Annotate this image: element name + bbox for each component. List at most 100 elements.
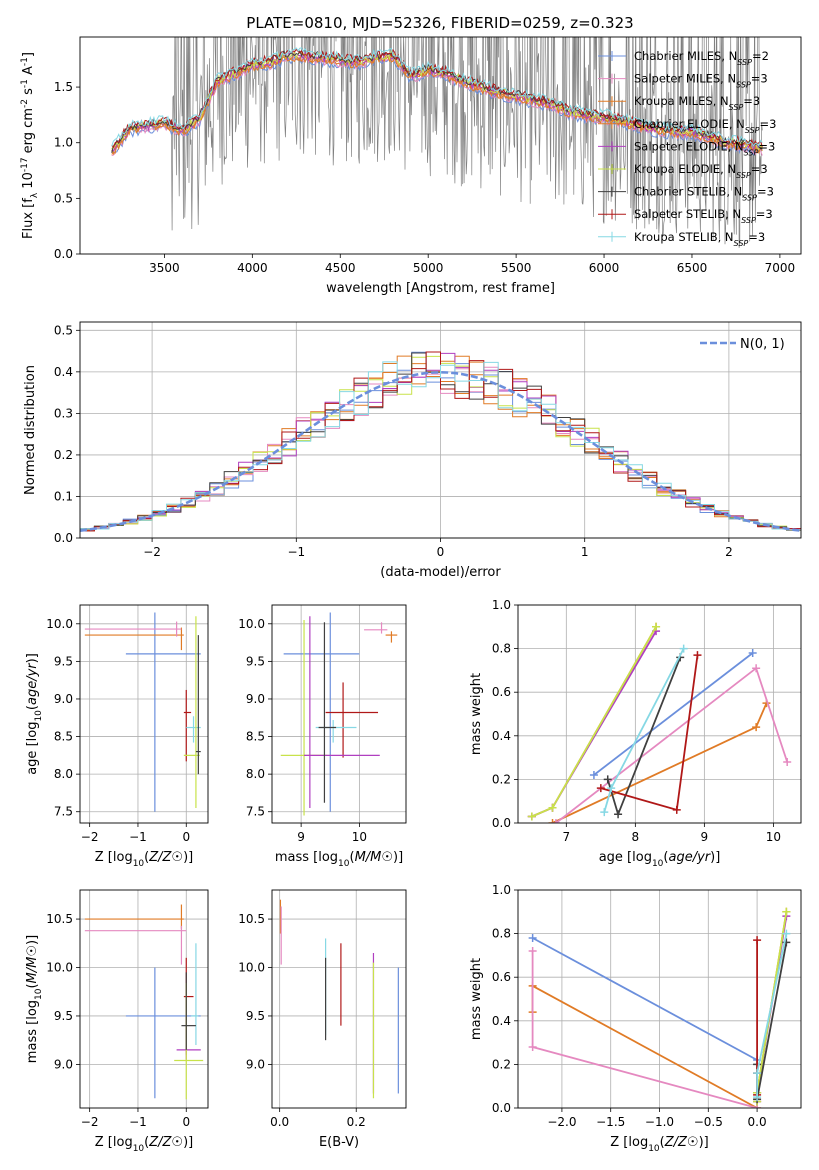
x-axis-label: Z [log10(Z/Z☉)] [610,1135,709,1154]
x-tick-label: 6500 [677,261,708,275]
legend-label: Kroupa ELODIE, NSSP=3 [634,162,768,180]
plot-area [528,907,791,1108]
y-tick-label: 0.6 [492,685,511,699]
mass-vs-metallicity-panel: −2 −1 0 9.0 9.5 10.0 10.5 Z [log10(Z/Z☉)] mass [… [25,889,209,1154]
normal-reference-curve [80,370,801,532]
mass-weight-vs-age-panel: 7 8 9 10 0.0 0.2 0.4 0.6 0.8 1.0 age [log10(age/yr… [469,598,802,869]
plus-marker [748,648,757,657]
plus-marker [596,784,605,793]
plus-marker [782,929,791,938]
y-tick-label: 9.5 [54,1009,73,1023]
x-tick-label: 5500 [501,261,532,275]
plus-marker [614,810,623,819]
plus-marker [548,803,557,812]
x-tick-label: −1 [129,830,147,844]
axes-frame [79,889,209,1109]
y-axis-label: age [log10(age/yr)] [25,653,44,775]
y-tick-label: 9.0 [246,1057,265,1071]
y-tick-label: 0.1 [54,489,73,503]
y-axis-label: Flux [fλ 10-17 erg cm-2 s-1 A-1] [20,52,40,239]
plus-marker [679,644,688,653]
y-axis-label: Normed distribution [23,365,38,495]
x-tick-label: 8 [632,830,640,844]
y-tick-label: 7.5 [246,805,265,819]
y-tick-label: 0.3 [54,406,73,420]
data-spectrum-line [111,37,763,248]
plus-marker [783,757,792,766]
y-tick-label: 9.0 [246,692,265,706]
y-tick-label: 8.5 [54,730,73,744]
y-tick-label: 9.5 [246,654,265,668]
x-tick-label: 0 [437,545,445,559]
x-tick-label: −2 [81,1115,99,1129]
x-tick-label: −2 [81,830,99,844]
axes-frame [271,889,407,1109]
axes-frame [79,36,802,255]
plus-marker [672,805,681,814]
y-tick-label: 0.8 [492,927,511,941]
plus-marker [752,664,761,673]
x-tick-label: −2 [143,545,161,559]
plot-area [111,37,763,248]
model-spectrum-line [111,48,763,149]
plot-area [84,612,201,812]
plus-marker [652,622,661,631]
y-tick-label: 0.8 [492,642,511,656]
plus-marker [527,812,536,821]
y-tick-label: 0.4 [492,729,511,743]
plus-marker [753,1093,762,1102]
legend-label: Salpeter ELODIE, NSSP=3 [634,139,775,157]
x-tick-label: 9 [297,830,305,844]
y-tick-label: 8.0 [246,767,265,781]
x-tick-label: 0 [182,830,190,844]
y-axis-label: mass [log10(M/M☉)] [25,935,44,1063]
y-tick-label: 8.0 [54,767,73,781]
x-tick-label: 0.2 [347,1115,366,1129]
legend-label: Chabrier ELODIE, NSSP=3 [634,117,776,135]
legend-label: Kroupa MILES, NSSP=3 [634,94,760,112]
y-tick-label: 0.5 [54,323,73,337]
x-tick-label: 7 [562,830,570,844]
x-tick-label: 0.0 [748,1115,767,1129]
y-tick-label: 9.0 [54,1057,73,1071]
y-tick-label: 9.0 [54,692,73,706]
x-tick-label: 1 [581,545,589,559]
x-axis-label: wavelength [Angstrom, rest frame] [326,281,555,296]
plus-marker [607,784,616,793]
series-line [532,937,758,1061]
y-tick-label: 0.0 [54,531,73,545]
plot-area [80,351,801,532]
x-tick-label: −2.0 [547,1115,576,1129]
legend-label: Salpeter STELIB, NSSP=3 [634,207,773,225]
y-tick-label: 0.0 [492,816,511,830]
axes-frame [517,889,802,1109]
x-tick-label: 6000 [589,261,620,275]
x-tick-label: −1 [129,1115,147,1129]
mass-weight-vs-metallicity-panel: −2.0 −1.5 −1.0 −0.5 0.0 0.0 0.2 0.4 0.6 0.8 1.0 Z [… [469,883,802,1154]
x-tick-label: 9 [701,830,709,844]
y-tick-label: 1.5 [54,80,73,94]
series-line [593,652,754,776]
y-tick-label: 1.0 [54,136,73,150]
plus-marker [548,819,557,823]
axes-frame [79,321,802,539]
y-tick-label: 0.0 [54,247,73,261]
y-tick-label: 0.2 [54,448,73,462]
age-vs-mass-panel: 9 10 7.5 8.0 8.5 9.0 9.5 10.0 mass [log10(M/M☉)] [238,604,407,869]
y-axis-label: mass weight [469,673,484,755]
y-tick-label: 1.0 [492,883,511,897]
y-axis-label: mass weight [469,958,484,1040]
legend-label: Chabrier STELIB, NSSP=3 [634,185,774,203]
x-axis-label: age [log10(age/yr)] [599,850,721,869]
axes-frame [517,604,802,824]
axes-frame [271,604,407,824]
age-vs-metallicity-panel: −2 −1 0 7.5 8.0 8.5 9.0 9.5 10.0 Z [log10(Z/Z☉)] a… [25,604,209,869]
plus-marker [693,651,702,660]
plus-marker [603,775,612,784]
plot-area [84,904,204,1100]
x-tick-label: 0 [182,1115,190,1129]
x-tick-label: 0.0 [270,1115,289,1129]
x-tick-label: −0.5 [694,1115,723,1129]
plot-area [527,622,792,823]
